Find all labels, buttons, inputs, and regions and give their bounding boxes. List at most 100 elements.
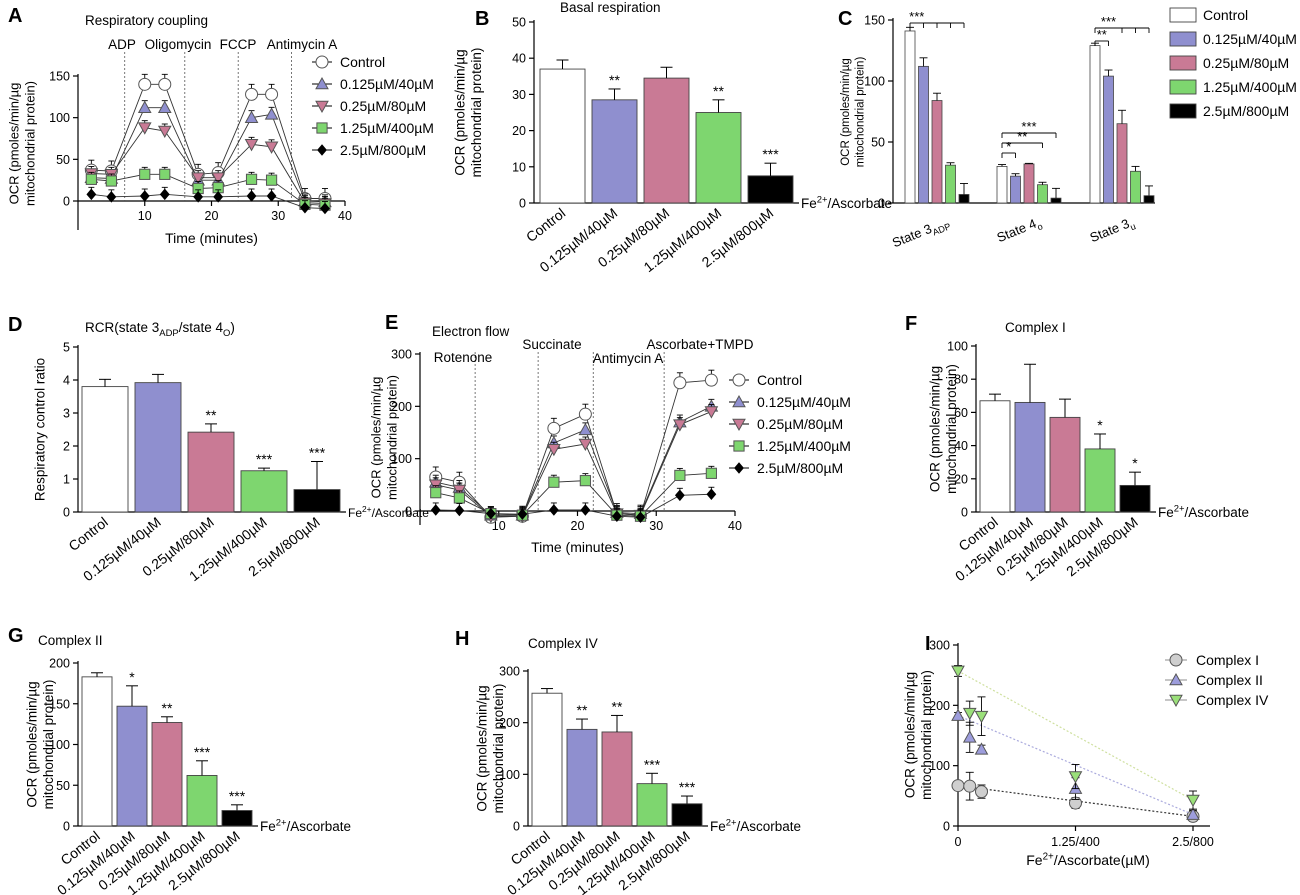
legend-label: 0.125µM/40µM — [1203, 31, 1297, 47]
data-point — [137, 100, 152, 113]
y-axis-label-line: mitochondrial protein) — [944, 364, 959, 494]
y-tick-label: 3 — [63, 407, 70, 421]
series-line — [91, 127, 325, 204]
y-tick-label: 200 — [499, 716, 520, 730]
significance-label: ** — [577, 702, 588, 718]
data-point — [578, 407, 592, 421]
bar — [1014, 401, 1046, 513]
y-tick-label: 0 — [943, 820, 950, 834]
y-axis-label: Respiratory control ratio — [33, 358, 48, 501]
legend-label: 2.5µM/800µM — [757, 460, 843, 476]
data-point — [674, 489, 685, 502]
data-point — [244, 110, 259, 123]
significance-label: ** — [206, 407, 217, 423]
y-tick-label: 0 — [878, 197, 885, 211]
legend-marker — [732, 394, 746, 408]
data-point — [951, 708, 965, 721]
bar — [979, 400, 1011, 513]
y-tick-label: 10 — [512, 160, 526, 174]
event-label: Antimycin A — [593, 351, 664, 366]
significance-label: *** — [1101, 14, 1116, 29]
significance-label: *** — [256, 451, 273, 467]
bar — [918, 65, 929, 204]
legend-label: 1.25µM/400µM — [340, 120, 434, 136]
panel-E: 0 100 200 300 10 20 30 40 Time (minutes) OCR (pmo… — [369, 312, 851, 555]
y-tick-label: 300 — [929, 639, 950, 653]
y-tick-label: 80 — [954, 373, 968, 387]
bar — [1143, 195, 1155, 204]
data-point — [430, 504, 441, 516]
y-axis-label-line: OCR (pmoles/min/µg — [474, 685, 489, 811]
data-point — [1186, 794, 1200, 808]
x-axis-label: Fe2+​/Ascorbate — [801, 195, 892, 211]
bar — [996, 165, 1008, 204]
bar — [134, 382, 182, 513]
legend-swatch — [1169, 55, 1197, 71]
significance-label: ** — [612, 698, 623, 714]
significance-label: *** — [909, 9, 924, 24]
data-point — [106, 191, 117, 203]
data-point — [578, 422, 593, 436]
y-axis-label-line: OCR (pmoles/min/µg — [369, 377, 384, 499]
legend-marker — [315, 76, 329, 90]
legend-label: Control — [1203, 7, 1248, 23]
panel-letter: C — [838, 8, 852, 30]
y-axis-label: OCR (pmoles/min/µg mitochondrial protein) — [452, 48, 484, 178]
legend-swatch — [1169, 7, 1197, 23]
significance-label: ** — [1097, 27, 1107, 42]
data-point — [191, 172, 205, 185]
y-axis-label-line: OCR (pmoles/min/µg — [902, 672, 917, 798]
bar — [945, 164, 956, 204]
trend-line — [957, 670, 1194, 801]
bar — [1050, 197, 1062, 204]
data-point — [548, 504, 559, 516]
legend-label: 2.5µM/800µM — [1203, 103, 1289, 119]
data-point — [85, 173, 97, 185]
y-tick-label: 40 — [954, 439, 968, 453]
data-point — [138, 77, 152, 91]
panel-letter: H — [455, 628, 469, 650]
series-line — [91, 173, 325, 206]
legend-marker — [733, 440, 745, 452]
data-point — [139, 168, 151, 180]
data-point — [244, 139, 259, 152]
event-label: Ascorbate+TMPD — [647, 337, 754, 352]
legend-label: 1.25µM/400µM — [1203, 79, 1297, 95]
data-point — [137, 122, 152, 135]
data-point — [674, 469, 686, 482]
y-axis-label-line: OCR (pmoles/min/µg — [927, 366, 942, 492]
legend-label: 0.25µM/80µM — [1203, 55, 1289, 71]
panel-title: Basal respiration — [560, 0, 661, 15]
legend-label: 0.125µM/40µM — [340, 76, 434, 92]
significance-label: *** — [679, 779, 696, 795]
legend-marker — [315, 100, 329, 114]
y-tick-label: 150 — [864, 14, 885, 28]
y-tick-label: 0 — [63, 820, 70, 834]
legend-swatch — [1169, 103, 1197, 119]
x-category-label: Control — [523, 205, 568, 245]
y-tick-label: 20 — [954, 472, 968, 486]
significance-label: * — [129, 669, 135, 685]
data-point — [547, 421, 561, 435]
legend-label: 0.125µM/40µM — [757, 394, 851, 410]
x-tick-label: 40 — [728, 519, 742, 533]
event-label: Antimycin A — [267, 37, 338, 52]
y-tick-label: 0 — [63, 506, 70, 520]
bar — [1116, 123, 1128, 204]
significance-label: * — [1097, 417, 1103, 433]
bar — [1049, 416, 1081, 513]
significance-label: ** — [713, 83, 724, 99]
bar — [116, 705, 148, 827]
panel-title: RCR(state 3ADP​/state 4O​) — [85, 320, 235, 339]
significance-label: *** — [309, 445, 326, 461]
bar — [1089, 45, 1101, 204]
trend-line — [957, 784, 1194, 817]
legend-marker — [316, 122, 328, 134]
data-point — [266, 190, 277, 202]
panel-G: 050100150200Control*0.125µM/40µM**0.25µM… — [8, 625, 351, 895]
bar — [601, 731, 633, 827]
significance-label: *** — [1021, 119, 1036, 134]
significance-label: *** — [644, 756, 661, 772]
bar — [958, 194, 970, 204]
panel-title: Electron flow — [432, 324, 510, 339]
